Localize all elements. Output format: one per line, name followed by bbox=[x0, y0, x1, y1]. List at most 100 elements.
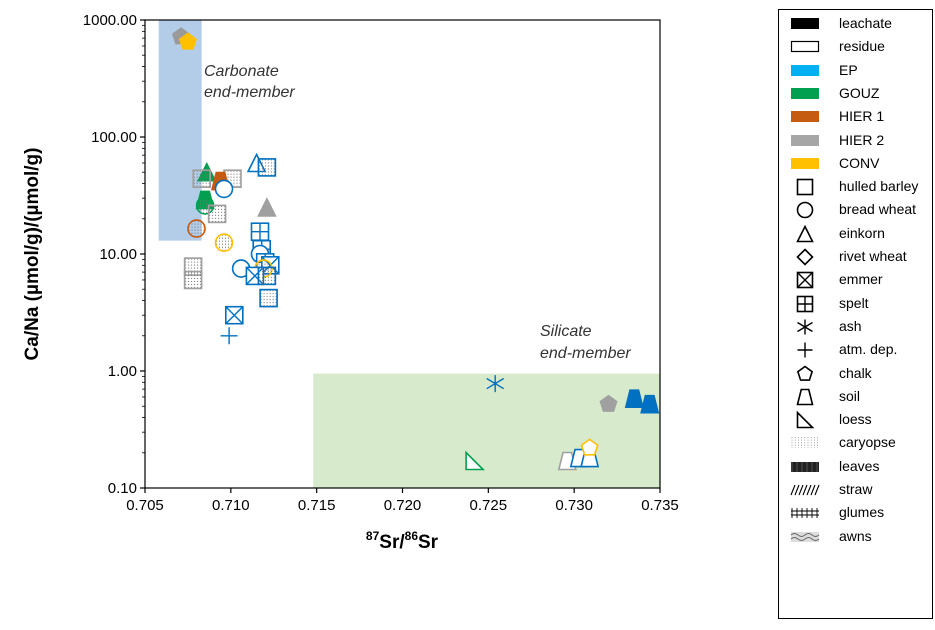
y-tick-label: 0.10 bbox=[108, 480, 137, 497]
legend-label: rivet wheat bbox=[839, 248, 907, 264]
legend-item: residue bbox=[779, 37, 932, 57]
legend-label: GOUZ bbox=[839, 85, 879, 101]
legend-label: soil bbox=[839, 388, 860, 404]
legend-item: soil bbox=[779, 387, 932, 407]
legend-symbol bbox=[789, 317, 821, 337]
legend-symbol bbox=[789, 480, 821, 500]
data-point-barley bbox=[260, 290, 277, 307]
legend-symbol bbox=[789, 224, 821, 244]
legend-item: rivet wheat bbox=[779, 247, 932, 267]
legend-symbol bbox=[789, 503, 821, 523]
legend-label: chalk bbox=[839, 365, 872, 381]
legend-item: loess bbox=[779, 410, 932, 430]
legend-item: straw bbox=[779, 480, 932, 500]
legend-label: bread wheat bbox=[839, 201, 916, 217]
legend-label: ash bbox=[839, 318, 862, 334]
carbonate-label-line1: Carbonate bbox=[204, 63, 279, 80]
legend-item: caryopse bbox=[779, 433, 932, 453]
legend-label: leaves bbox=[839, 458, 879, 474]
legend-symbol bbox=[789, 270, 821, 290]
x-tick-label: 0.735 bbox=[641, 497, 679, 514]
carbonate-label-line2: end-member bbox=[204, 84, 295, 101]
legend-symbol bbox=[789, 154, 821, 174]
legend-item: einkorn bbox=[779, 224, 932, 244]
legend-symbol bbox=[789, 457, 821, 477]
legend-item: hulled barley bbox=[779, 177, 932, 197]
x-axis-label: 87Sr/86Sr bbox=[366, 529, 439, 553]
data-point-wheat bbox=[216, 180, 233, 197]
x-tick-label: 0.710 bbox=[212, 497, 250, 514]
data-point-wheat bbox=[216, 234, 233, 251]
data-point-atm bbox=[221, 327, 238, 344]
legend: leachate residue EP GOUZ HIER 1 HIER 2 CONV hul… bbox=[778, 9, 933, 619]
data-point-barley bbox=[185, 272, 202, 289]
legend-label: awns bbox=[839, 528, 872, 544]
legend-symbol bbox=[789, 37, 821, 57]
legend-symbol bbox=[789, 177, 821, 197]
legend-symbol bbox=[789, 527, 821, 547]
silicate-end-member-region bbox=[313, 374, 660, 488]
x-tick-label: 0.725 bbox=[470, 497, 508, 514]
carbonate-end-member-region bbox=[159, 20, 202, 241]
legend-label: emmer bbox=[839, 271, 883, 287]
legend-item: chalk bbox=[779, 364, 932, 384]
data-point-emmer bbox=[226, 307, 243, 324]
legend-label: CONV bbox=[839, 155, 879, 171]
x-tick-label: 0.715 bbox=[298, 497, 336, 514]
legend-symbol bbox=[789, 61, 821, 81]
legend-symbol bbox=[789, 294, 821, 314]
legend-symbol bbox=[789, 364, 821, 384]
legend-label: residue bbox=[839, 38, 885, 54]
data-point-einkorn bbox=[258, 199, 275, 216]
legend-item: HIER 2 bbox=[779, 131, 932, 151]
scatter-chart: 0.705 0.710 0.715 0.720 0.725 0.730 0.735 0.10 1… bbox=[0, 0, 770, 630]
legend-label: caryopse bbox=[839, 434, 896, 450]
x-tick-label: 0.730 bbox=[555, 497, 593, 514]
legend-symbol bbox=[789, 84, 821, 104]
legend-label: leachate bbox=[839, 15, 892, 31]
legend-item: GOUZ bbox=[779, 84, 932, 104]
y-tick-label: 1.00 bbox=[108, 363, 137, 380]
legend-label: HIER 2 bbox=[839, 132, 884, 148]
legend-label: loess bbox=[839, 411, 872, 427]
y-axis-label: Ca/Na (µmol/g)/(µmol/g) bbox=[22, 148, 43, 361]
legend-symbol bbox=[789, 410, 821, 430]
legend-item: leaves bbox=[779, 457, 932, 477]
legend-item: spelt bbox=[779, 294, 932, 314]
legend-label: spelt bbox=[839, 295, 869, 311]
legend-item: bread wheat bbox=[779, 200, 932, 220]
legend-item: glumes bbox=[779, 503, 932, 523]
data-point-wheat bbox=[188, 220, 205, 237]
legend-label: straw bbox=[839, 481, 872, 497]
y-tick-label: 100.00 bbox=[91, 129, 137, 146]
legend-item: atm. dep. bbox=[779, 340, 932, 360]
legend-label: hulled barley bbox=[839, 178, 918, 194]
legend-symbol bbox=[789, 340, 821, 360]
y-tick-label: 1000.00 bbox=[83, 12, 137, 29]
legend-item: ash bbox=[779, 317, 932, 337]
legend-label: EP bbox=[839, 62, 858, 78]
data-point-barley bbox=[258, 267, 275, 284]
legend-symbol bbox=[789, 200, 821, 220]
data-point-barley bbox=[193, 170, 210, 187]
legend-symbol bbox=[789, 14, 821, 34]
legend-label: einkorn bbox=[839, 225, 885, 241]
x-tick-label: 0.705 bbox=[126, 497, 164, 514]
legend-label: HIER 1 bbox=[839, 108, 884, 124]
silicate-label-line2: end-member bbox=[540, 345, 631, 362]
x-tick-label: 0.720 bbox=[384, 497, 422, 514]
legend-item: emmer bbox=[779, 270, 932, 290]
data-point-spelt bbox=[252, 223, 269, 240]
legend-item: EP bbox=[779, 61, 932, 81]
silicate-label-line1: Silicate bbox=[540, 323, 592, 340]
legend-item: leachate bbox=[779, 14, 932, 34]
legend-item: CONV bbox=[779, 154, 932, 174]
legend-label: atm. dep. bbox=[839, 341, 897, 357]
data-point-barley bbox=[209, 205, 226, 222]
legend-item: awns bbox=[779, 527, 932, 547]
legend-symbol bbox=[789, 387, 821, 407]
legend-symbol bbox=[789, 247, 821, 267]
data-point-barley bbox=[258, 159, 275, 176]
legend-item: HIER 1 bbox=[779, 107, 932, 127]
legend-symbol bbox=[789, 433, 821, 453]
